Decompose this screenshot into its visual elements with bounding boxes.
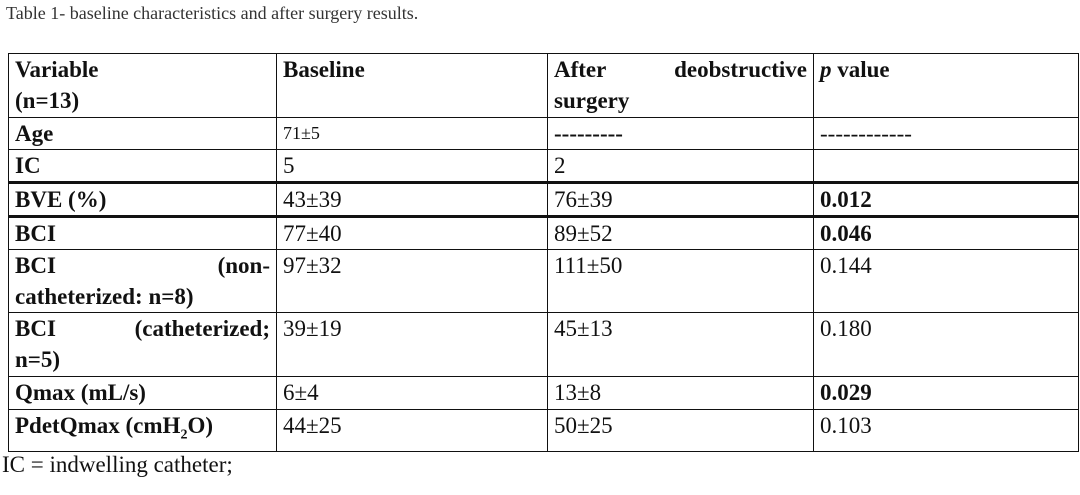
header-after-surgery: After deobstructive surgery xyxy=(547,53,814,118)
results-table: Variable (n=13) Baseline After deobstruc… xyxy=(8,53,1079,452)
cell-baseline: 6±4 xyxy=(276,376,548,410)
cell-variable: PdetQmax (cmH2O) xyxy=(8,409,277,452)
cell-after: 13±8 xyxy=(547,376,814,410)
cell-p: 0.103 xyxy=(813,409,1079,452)
header-after-line1: After deobstructive xyxy=(554,57,807,82)
table-row: BVE (%) 43±39 76±39 0.012 xyxy=(8,182,1079,218)
table-row: Age 71±5 --------- ------------ xyxy=(8,117,1079,150)
cell-variable: BCI xyxy=(8,216,277,250)
cell-variable-line2: n=5) xyxy=(15,347,61,372)
cell-variable-line1: BCI (non- xyxy=(15,253,270,278)
cell-variable: IC xyxy=(8,149,277,184)
cell-after: 45±13 xyxy=(547,312,814,377)
header-baseline: Baseline xyxy=(276,53,548,118)
cell-variable: BCI (non- catheterized: n=8) xyxy=(8,249,277,313)
header-p-value: p value xyxy=(813,53,1079,118)
cell-p: 0.012 xyxy=(813,182,1079,218)
cell-after: 2 xyxy=(547,149,814,184)
cell-baseline: 44±25 xyxy=(276,409,548,452)
table-row: IC 5 2 xyxy=(8,149,1079,184)
cell-variable-pre: PdetQmax (cmH xyxy=(15,413,181,438)
cell-variable: Qmax (mL/s) xyxy=(8,376,277,410)
cell-baseline: 39±19 xyxy=(276,312,548,377)
cell-variable-line1: BCI (catheterized; xyxy=(15,316,270,341)
cell-after: --------- xyxy=(547,117,814,150)
cell-baseline: 5 xyxy=(276,149,548,184)
header-p-rest: value xyxy=(831,57,890,82)
cell-variable: Age xyxy=(8,117,277,150)
table-row: Qmax (mL/s) 6±4 13±8 0.029 xyxy=(8,376,1079,410)
table-row: BCI (catheterized; n=5) 39±19 45±13 0.18… xyxy=(8,312,1079,377)
cell-after: 50±25 xyxy=(547,409,814,452)
cell-p: ------------ xyxy=(813,117,1079,150)
header-after-line2: surgery xyxy=(554,88,630,113)
cell-after: 111±50 xyxy=(547,249,814,313)
cell-p: 0.144 xyxy=(813,249,1079,313)
table-row: BCI (non- catheterized: n=8) 97±32 111±5… xyxy=(8,249,1079,313)
cell-baseline: 71±5 xyxy=(276,117,548,150)
cell-after: 76±39 xyxy=(547,182,814,218)
cell-baseline: 77±40 xyxy=(276,216,548,250)
footnote: IC = indwelling catheter; xyxy=(2,452,233,477)
cell-baseline: 43±39 xyxy=(276,182,548,218)
cell-p: 0.046 xyxy=(813,216,1079,250)
cell-p: 0.029 xyxy=(813,376,1079,410)
table-caption: Table 1- baseline characteristics and af… xyxy=(6,3,419,23)
cell-variable: BCI (catheterized; n=5) xyxy=(8,312,277,377)
table-row: PdetQmax (cmH2O) 44±25 50±25 0.103 xyxy=(8,409,1079,452)
cell-after: 89±52 xyxy=(547,216,814,250)
header-variable-label: Variable xyxy=(15,57,99,82)
cell-p: 0.180 xyxy=(813,312,1079,377)
cell-variable: BVE (%) xyxy=(8,182,277,218)
header-variable: Variable (n=13) xyxy=(8,53,277,118)
header-variable-n: (n=13) xyxy=(15,88,80,113)
table-row: BCI 77±40 89±52 0.046 xyxy=(8,216,1079,250)
cell-variable-sub: 2 xyxy=(180,427,188,443)
header-p-italic: p xyxy=(820,57,832,82)
cell-p xyxy=(813,149,1079,184)
table-header-row: Variable (n=13) Baseline After deobstruc… xyxy=(8,53,1079,118)
cell-baseline: 97±32 xyxy=(276,249,548,313)
cell-variable-post: O) xyxy=(187,413,213,438)
cell-variable-line2: catheterized: n=8) xyxy=(15,284,194,309)
